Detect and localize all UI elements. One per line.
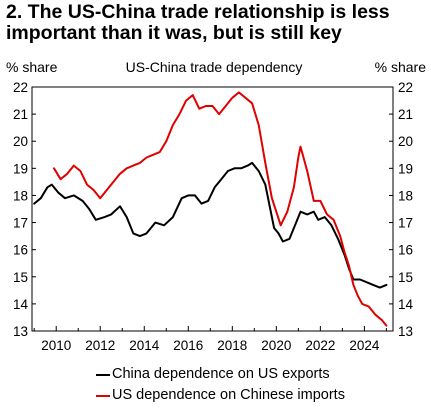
y-tick-label-right: 13 bbox=[398, 324, 413, 339]
y-tick-label-left: 14 bbox=[13, 297, 29, 312]
x-tick-label: 2012 bbox=[85, 338, 115, 353]
y-tick-label-right: 14 bbox=[398, 297, 414, 312]
y-tick-label-left: 19 bbox=[13, 161, 28, 176]
y-tick-label-left: 17 bbox=[13, 216, 28, 231]
legend-label-us-imports: US dependence on Chinese imports bbox=[112, 387, 345, 403]
legend-label-china-exports: China dependence on US exports bbox=[112, 366, 330, 382]
y-tick-label-left: 16 bbox=[13, 243, 28, 258]
chart-subtitle: US-China trade dependency bbox=[126, 59, 303, 75]
x-tick-label: 2024 bbox=[349, 338, 380, 353]
y-tick-label-left: 22 bbox=[13, 80, 28, 95]
y-tick-label-left: 20 bbox=[13, 134, 28, 149]
y-tick-label-right: 20 bbox=[398, 134, 413, 149]
chart-legend: China dependence on US exports US depend… bbox=[96, 364, 345, 406]
legend-item-china-exports: China dependence on US exports bbox=[96, 364, 345, 385]
left-axis-unit-label: % share bbox=[6, 59, 58, 75]
series-line-china-exports bbox=[33, 161, 388, 289]
x-tick-label: 2010 bbox=[41, 338, 71, 353]
right-axis-unit-label: % share bbox=[375, 59, 427, 75]
y-tick-label-right: 18 bbox=[398, 188, 413, 203]
y-tick-label-right: 19 bbox=[398, 161, 413, 176]
chart-title-line-1: 2. The US-China trade relationship is le… bbox=[6, 1, 390, 23]
chart-title-line-2: important than it was, but is still key bbox=[6, 22, 342, 44]
y-tick-label-right: 21 bbox=[398, 107, 413, 122]
x-tick-label: 2016 bbox=[173, 338, 203, 353]
x-tick-label: 2014 bbox=[129, 338, 160, 353]
y-tick-label-left: 15 bbox=[13, 270, 28, 285]
x-tick-label: 2020 bbox=[261, 338, 291, 353]
y-tick-label-right: 22 bbox=[398, 80, 413, 95]
legend-item-us-imports: US dependence on Chinese imports bbox=[96, 385, 345, 406]
x-tick-label: 2018 bbox=[217, 338, 247, 353]
y-tick-label-right: 17 bbox=[398, 216, 413, 231]
plot-frame bbox=[31, 86, 394, 332]
y-tick-label-right: 15 bbox=[398, 270, 413, 285]
x-tick-label: 2022 bbox=[305, 338, 335, 353]
y-tick-label-left: 13 bbox=[13, 324, 28, 339]
legend-swatch-china-exports bbox=[96, 373, 110, 376]
chart-series-layer bbox=[33, 91, 388, 327]
legend-swatch-us-imports bbox=[96, 394, 110, 397]
series-line-us-imports bbox=[53, 91, 388, 327]
y-tick-label-left: 21 bbox=[13, 107, 28, 122]
y-tick-label-right: 16 bbox=[398, 243, 413, 258]
chart-title: 2. The US-China trade relationship is le… bbox=[6, 2, 430, 44]
y-tick-label-left: 18 bbox=[13, 188, 28, 203]
